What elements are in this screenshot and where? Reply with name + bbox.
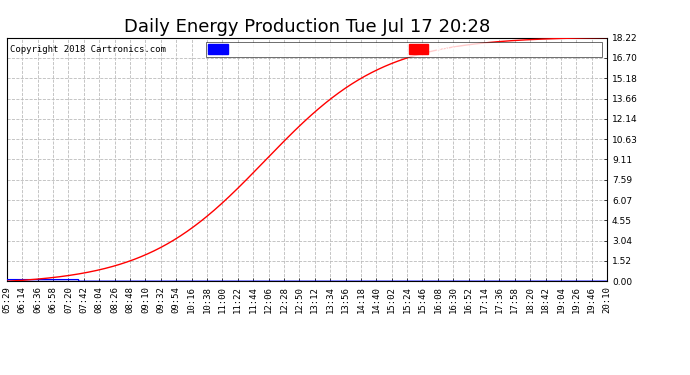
Legend: Power Produced OffPeak  (kWh), Power Produced OnPeak  (kWh): Power Produced OffPeak (kWh), Power Prod… — [206, 42, 602, 57]
Text: Copyright 2018 Cartronics.com: Copyright 2018 Cartronics.com — [10, 45, 166, 54]
Title: Daily Energy Production Tue Jul 17 20:28: Daily Energy Production Tue Jul 17 20:28 — [124, 18, 490, 36]
